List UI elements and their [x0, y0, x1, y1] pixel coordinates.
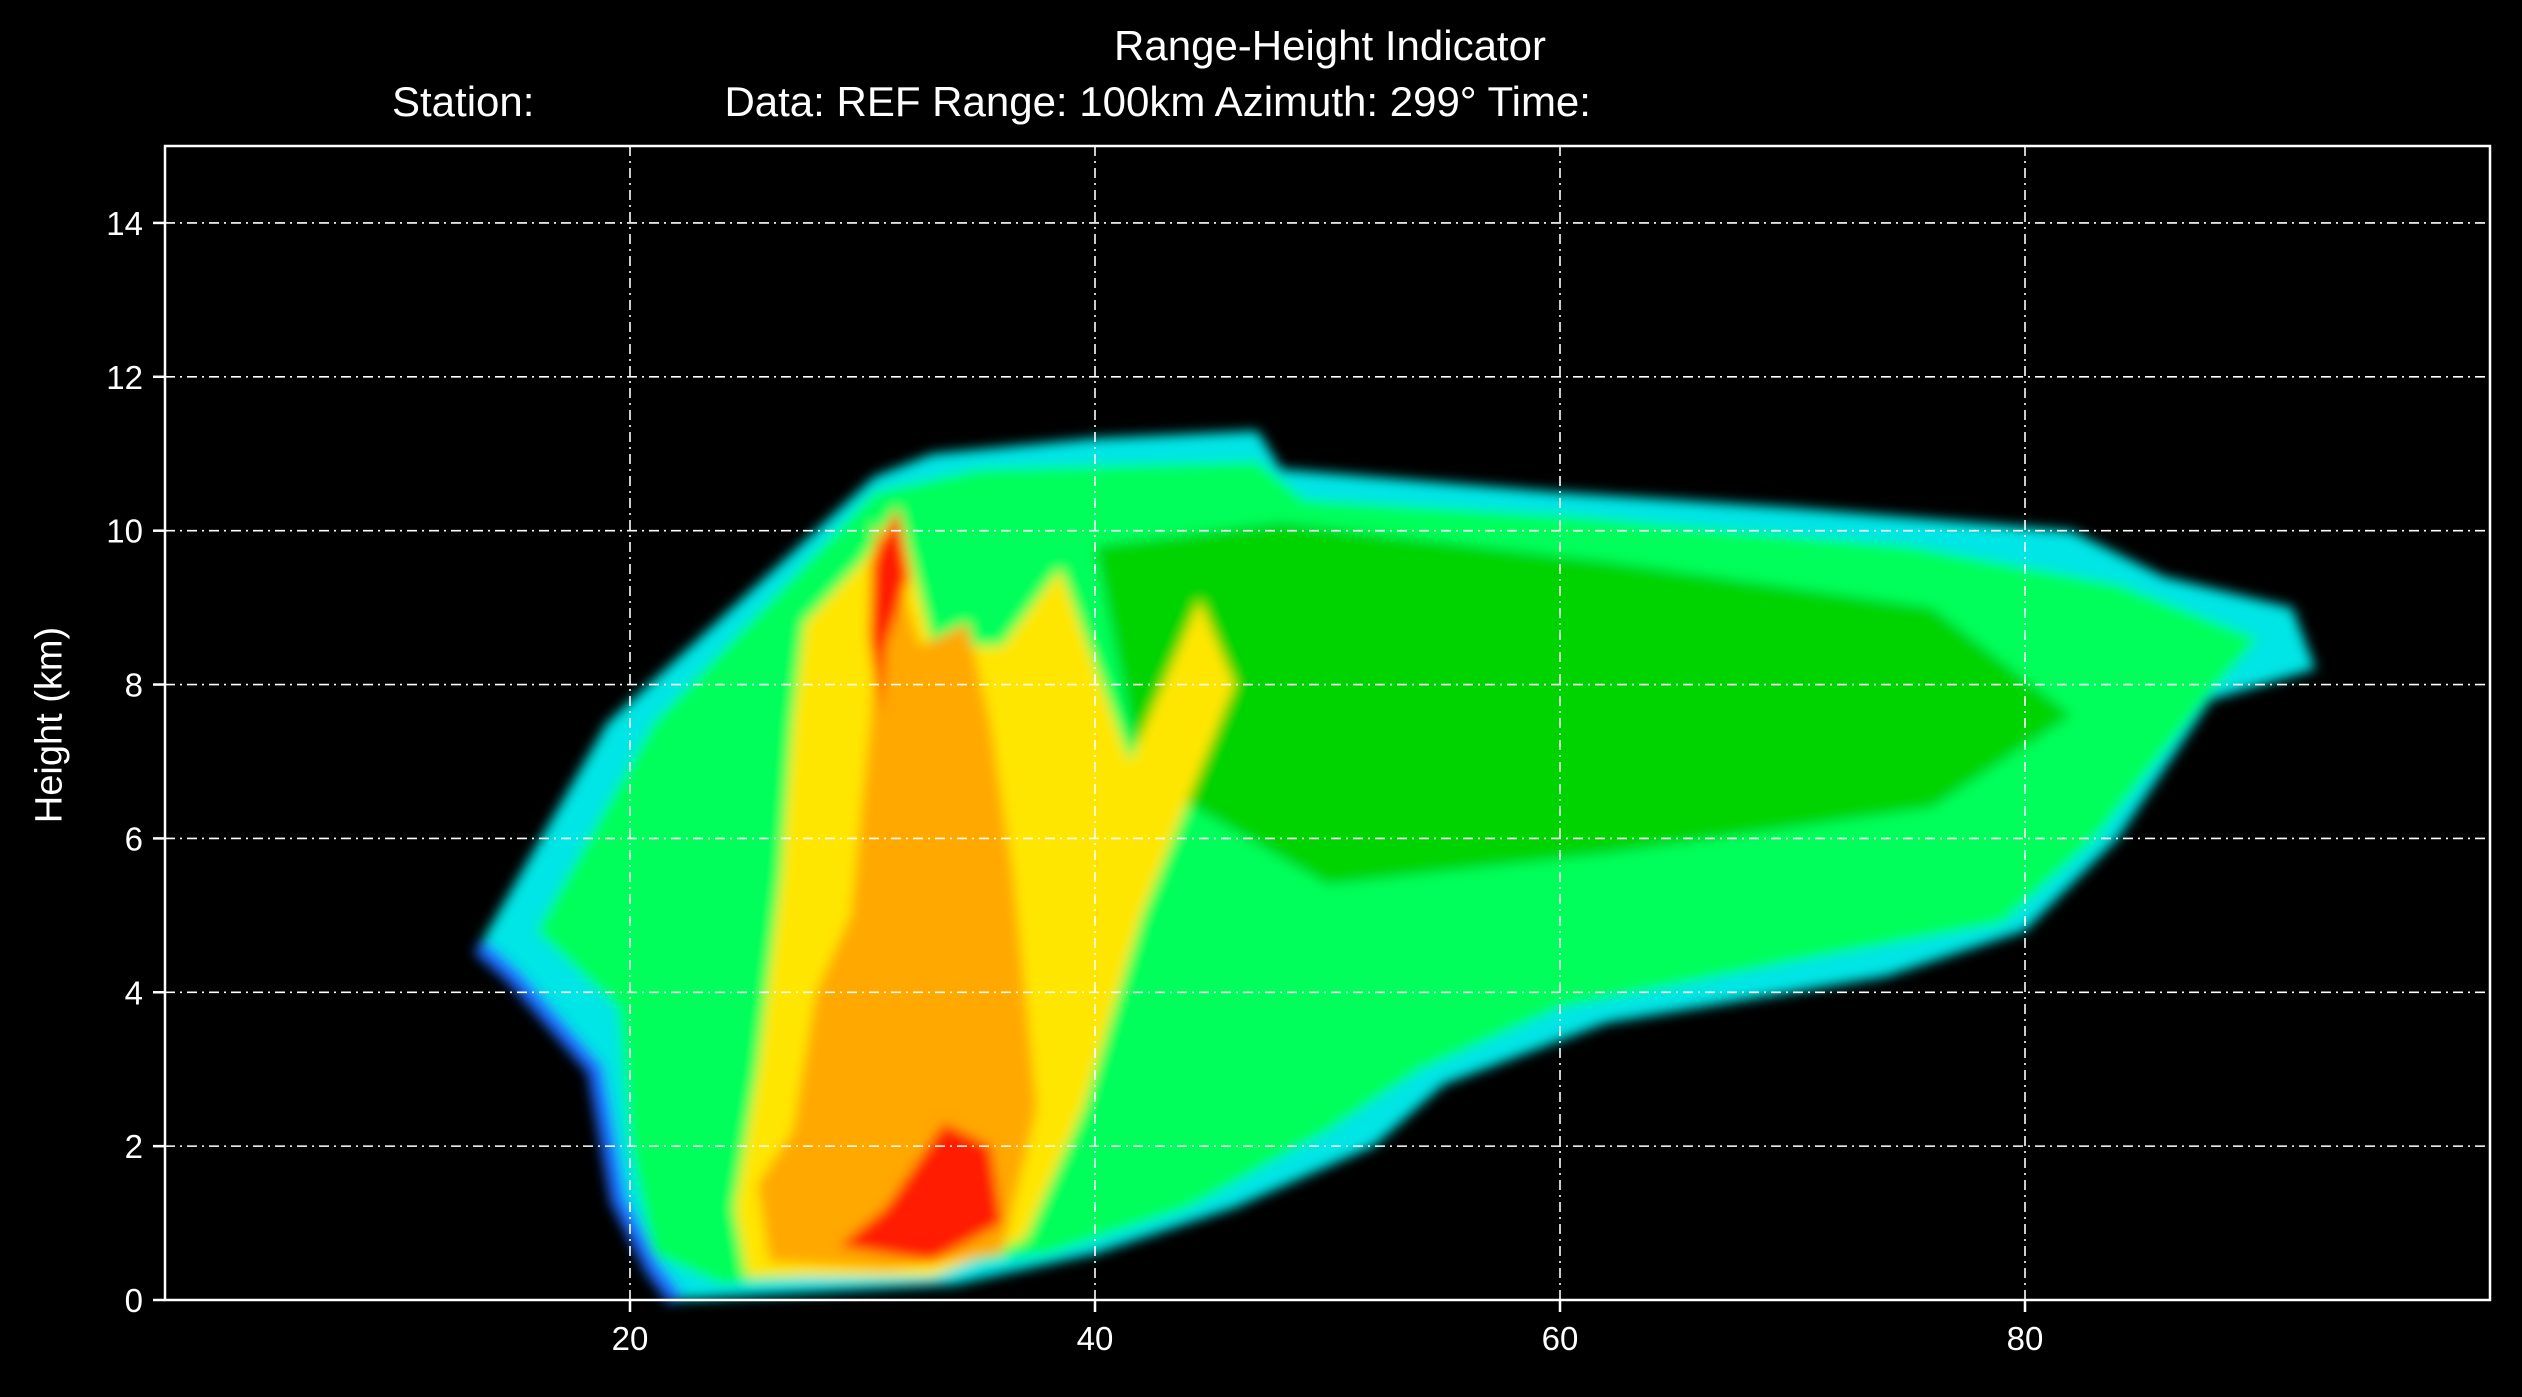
subtitle-station: Station:: [392, 78, 535, 125]
blue-edge: [473, 940, 683, 1305]
red-core: [869, 507, 909, 716]
grid-lines: [165, 146, 2490, 1300]
plot-frame: [163, 144, 2492, 1302]
x-tick-label: 60: [1542, 1320, 1579, 1357]
y-tick-label: 10: [106, 513, 143, 550]
x-tick-label: 80: [2007, 1320, 2044, 1357]
echo-regions: [473, 430, 2316, 1305]
y-tick-label: 0: [125, 1282, 143, 1319]
chart-title: Range-Height Indicator: [1114, 22, 1546, 69]
y-tick-label: 2: [125, 1128, 143, 1165]
x-tick-label: 20: [612, 1320, 649, 1357]
orange-core: [757, 523, 1037, 1270]
y-tick-label: 12: [106, 359, 143, 396]
y-tick-label: 6: [125, 820, 143, 857]
chart-subtitle: Station: Data: REF Range: 100km Azimuth: …: [392, 78, 1591, 126]
y-tick-label: 4: [125, 974, 143, 1011]
y-tick-label: 8: [125, 667, 143, 704]
mid-green-band: [1095, 523, 2072, 885]
y-tick-label: 14: [106, 205, 143, 242]
x-tick-label: 40: [1077, 1320, 1114, 1357]
subtitle-data: Data: REF Range: 100km Azimuth: 299° Tim…: [724, 78, 1591, 125]
red-base: [839, 1123, 1002, 1262]
axis-ticks: 20 40 60 80 0 2 4 6 8 10 12 14: [106, 205, 2043, 1357]
